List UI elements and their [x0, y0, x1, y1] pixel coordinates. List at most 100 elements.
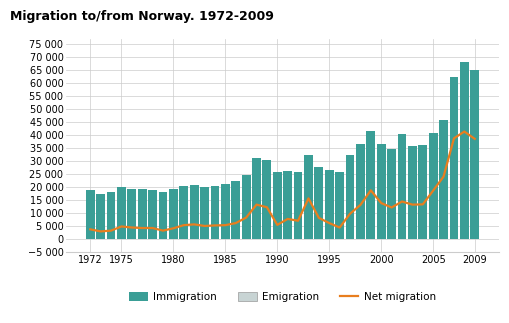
Bar: [117, 200, 126, 239]
Net migration: [285, 217, 291, 221]
Bar: [263, 161, 271, 239]
Bar: [211, 186, 219, 239]
Net migration: [461, 130, 467, 133]
Bar: [449, 178, 459, 239]
Bar: [387, 181, 396, 239]
Net migration: [202, 224, 208, 228]
Net migration: [295, 219, 301, 223]
Net migration: [150, 226, 156, 230]
Bar: [366, 179, 375, 239]
Bar: [346, 155, 354, 239]
Line: Net migration: Net migration: [90, 131, 475, 231]
Bar: [242, 175, 250, 239]
Bar: [377, 180, 386, 239]
Bar: [96, 194, 105, 239]
Bar: [273, 186, 281, 239]
Bar: [366, 130, 375, 239]
Bar: [211, 200, 219, 239]
Bar: [127, 189, 136, 239]
Net migration: [409, 203, 415, 207]
Bar: [418, 179, 427, 239]
Bar: [449, 77, 459, 239]
Bar: [284, 191, 292, 239]
Bar: [377, 144, 386, 239]
Net migration: [253, 203, 260, 207]
Bar: [408, 180, 417, 239]
Net migration: [160, 229, 166, 233]
Net migration: [274, 223, 280, 227]
Bar: [106, 200, 116, 239]
Bar: [231, 182, 240, 239]
Bar: [200, 200, 209, 239]
Bar: [346, 180, 354, 239]
Bar: [148, 201, 157, 239]
Net migration: [181, 223, 187, 227]
Bar: [159, 200, 167, 239]
Bar: [221, 184, 230, 239]
Net migration: [316, 216, 322, 220]
Bar: [398, 134, 406, 239]
Bar: [408, 146, 417, 239]
Bar: [304, 155, 313, 239]
Net migration: [326, 221, 332, 225]
Bar: [294, 172, 302, 239]
Bar: [169, 200, 178, 239]
Net migration: [129, 225, 135, 229]
Bar: [263, 192, 271, 239]
Bar: [284, 171, 292, 239]
Bar: [148, 190, 157, 239]
Net migration: [191, 223, 197, 226]
Net migration: [347, 212, 353, 216]
Bar: [86, 200, 95, 239]
Bar: [418, 145, 427, 239]
Bar: [460, 170, 469, 239]
Net migration: [139, 226, 145, 230]
Net migration: [87, 227, 93, 231]
Bar: [273, 172, 281, 239]
Bar: [190, 200, 199, 239]
Net migration: [430, 189, 436, 193]
Bar: [179, 200, 188, 239]
Bar: [127, 200, 136, 239]
Bar: [460, 62, 469, 239]
Bar: [335, 183, 344, 239]
Net migration: [264, 205, 270, 209]
Bar: [159, 192, 167, 239]
Bar: [356, 178, 365, 239]
Bar: [470, 170, 479, 239]
Bar: [335, 172, 344, 239]
Net migration: [98, 229, 104, 233]
Bar: [106, 192, 116, 239]
Net migration: [388, 205, 394, 209]
Net migration: [399, 200, 405, 203]
Bar: [429, 182, 438, 239]
Bar: [325, 170, 334, 239]
Net migration: [171, 226, 177, 230]
Net migration: [451, 136, 457, 140]
Bar: [439, 120, 448, 239]
Bar: [200, 187, 209, 239]
Bar: [242, 196, 250, 239]
Net migration: [368, 188, 374, 192]
Net migration: [378, 201, 384, 205]
Bar: [190, 185, 199, 239]
Bar: [138, 200, 147, 239]
Net migration: [222, 223, 229, 227]
Net migration: [472, 137, 478, 141]
Bar: [86, 190, 95, 239]
Bar: [304, 196, 313, 239]
Bar: [221, 198, 230, 239]
Bar: [179, 186, 188, 239]
Bar: [315, 167, 323, 239]
Bar: [325, 186, 334, 239]
Net migration: [108, 229, 114, 233]
Bar: [117, 187, 126, 239]
Bar: [252, 192, 261, 239]
Bar: [231, 197, 240, 239]
Net migration: [305, 196, 312, 200]
Bar: [169, 189, 178, 239]
Net migration: [420, 203, 426, 206]
Bar: [294, 190, 302, 239]
Bar: [96, 201, 105, 239]
Bar: [252, 158, 261, 239]
